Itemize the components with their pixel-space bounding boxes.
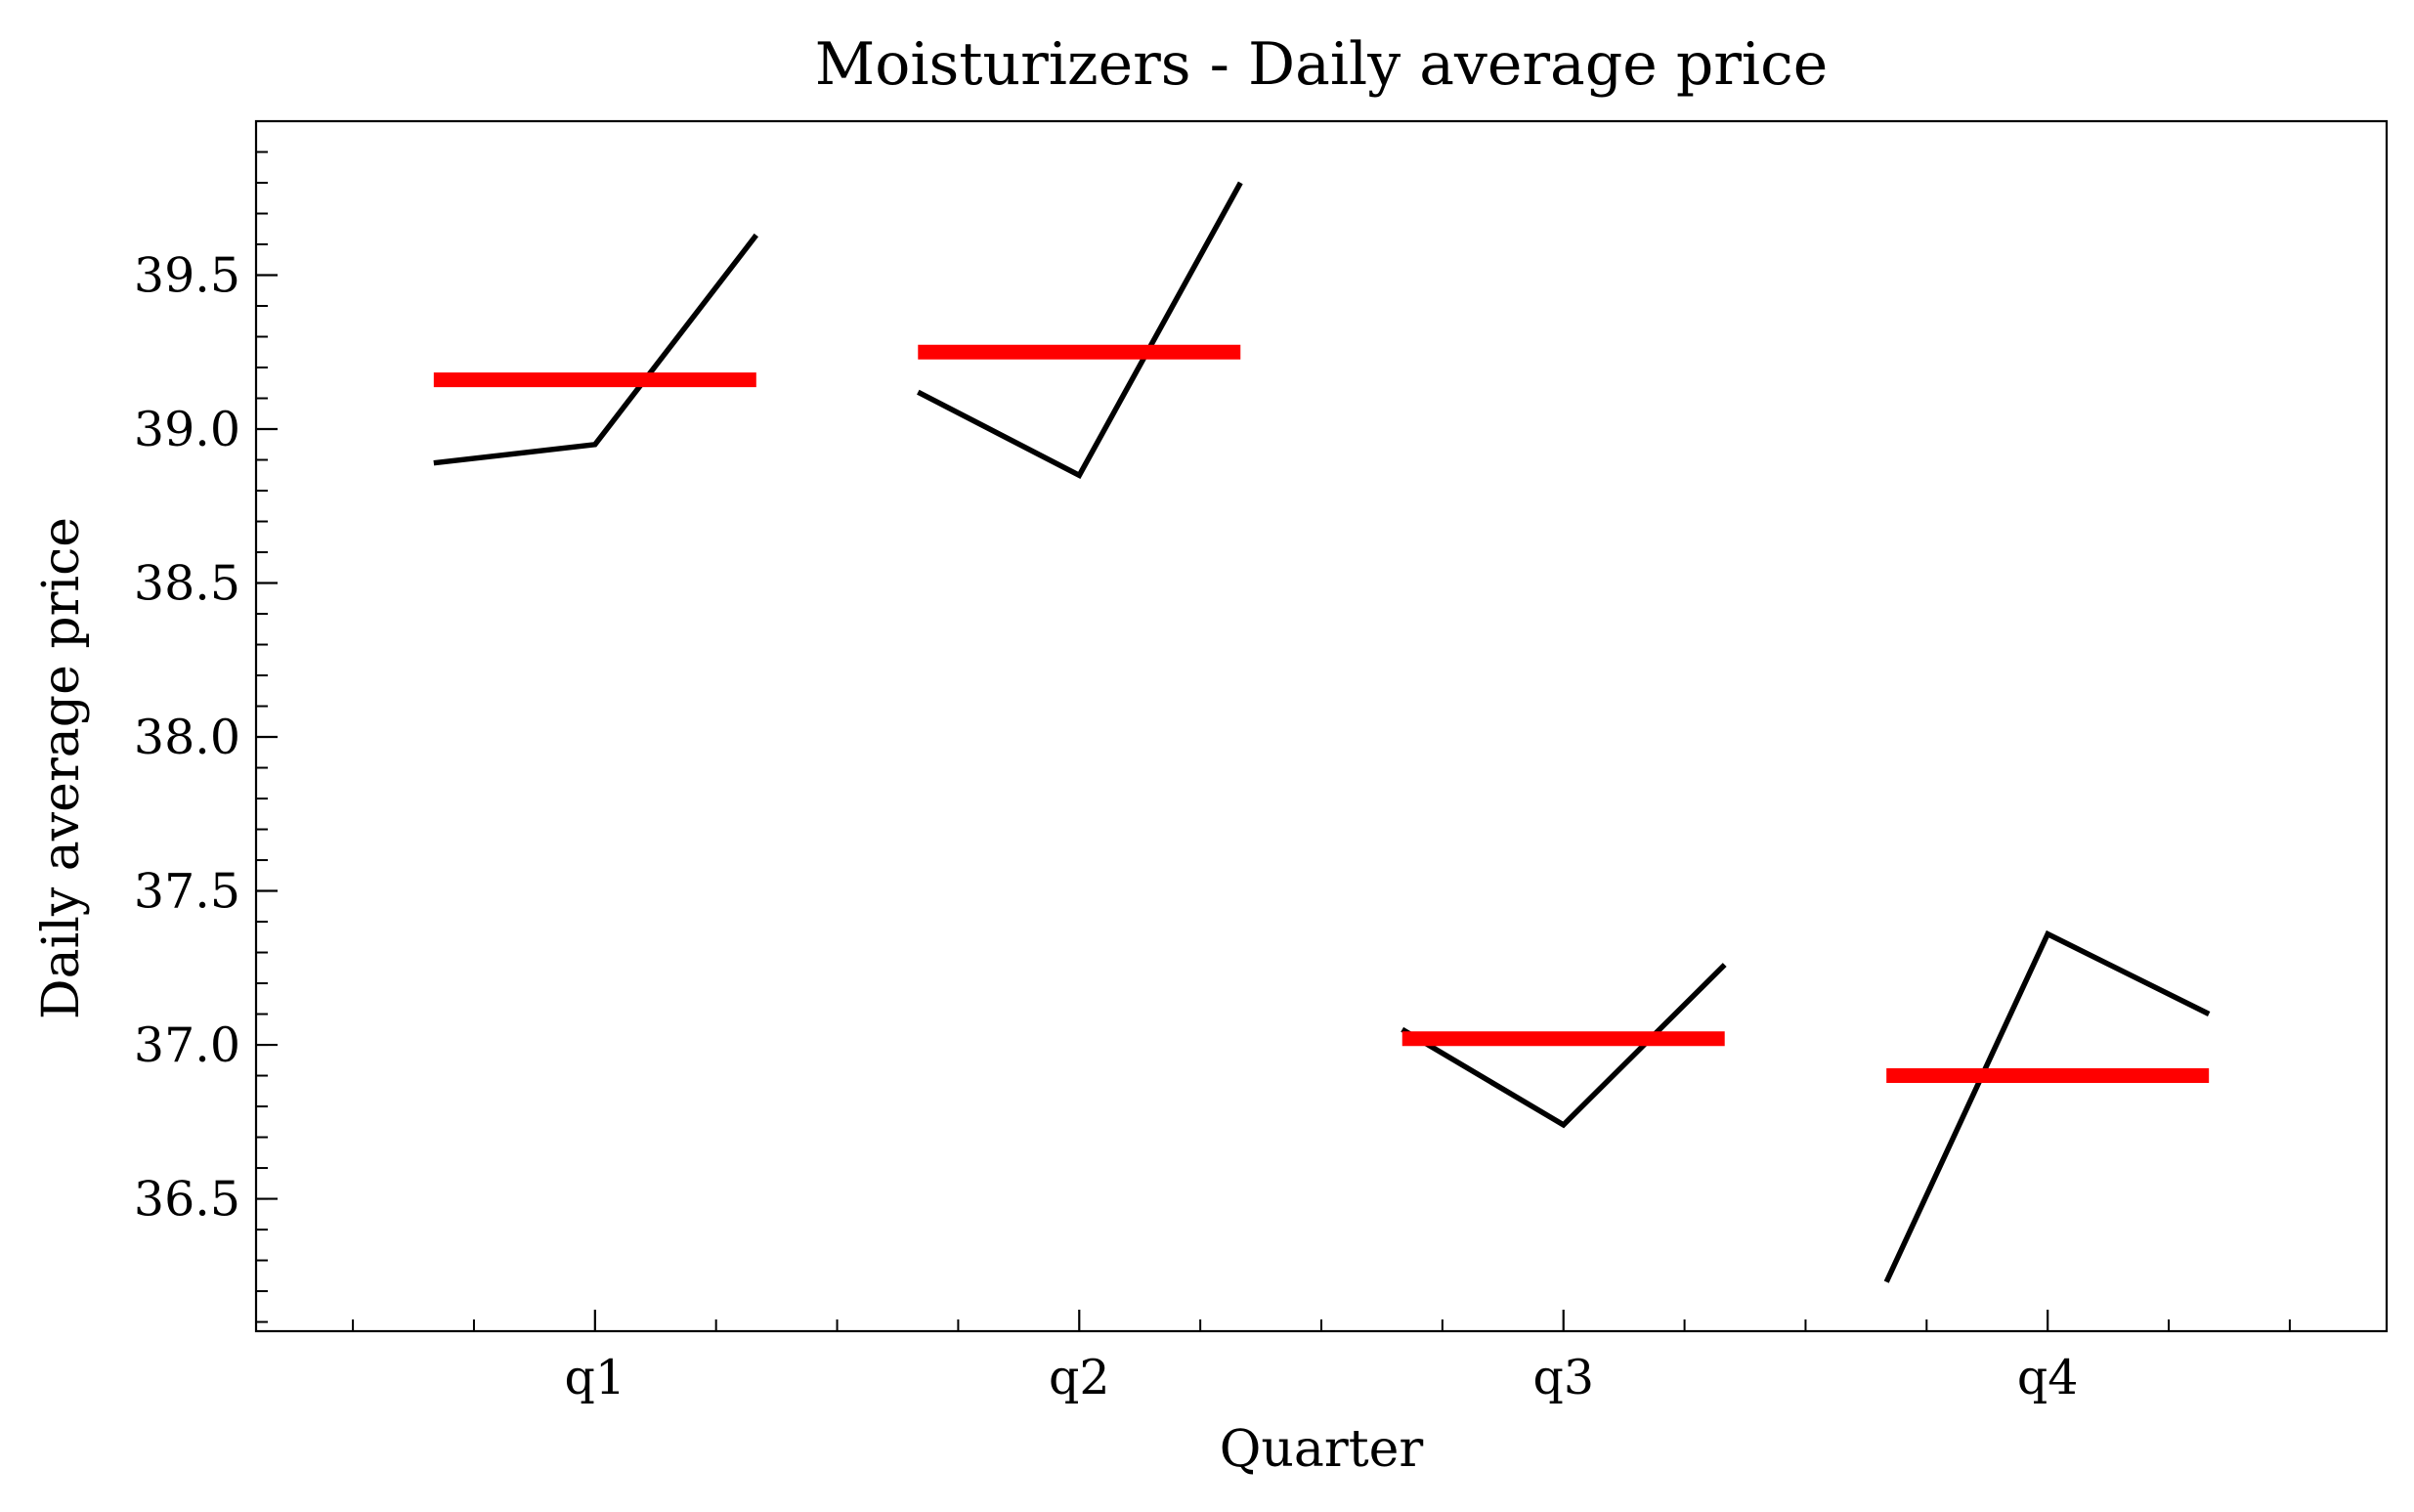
x-tick-label: q4 bbox=[2017, 1350, 2079, 1405]
price-line-q2 bbox=[917, 181, 1243, 479]
y-tick-label: 38.0 bbox=[134, 710, 240, 765]
y-tick-label: 37.5 bbox=[134, 864, 240, 920]
y-tick-label: 39.5 bbox=[134, 248, 240, 304]
price-line-q3 bbox=[1401, 963, 1727, 1129]
y-axis-label: Daily average price bbox=[32, 517, 91, 1019]
x-tick-label: q3 bbox=[1532, 1350, 1594, 1405]
x-tick-label: q1 bbox=[565, 1350, 626, 1405]
y-tick-label: 37.0 bbox=[134, 1017, 240, 1073]
price-line-q1 bbox=[433, 233, 758, 466]
x-tick-label: q2 bbox=[1049, 1350, 1110, 1405]
y-tick-label: 36.5 bbox=[134, 1172, 240, 1228]
chart-title: Moisturizers - Daily average price bbox=[815, 30, 1828, 99]
price-line-q4 bbox=[1883, 929, 2211, 1283]
x-axis-label: Quarter bbox=[1220, 1420, 1424, 1479]
plot-area: 36.5 37.0 37.5 38.0 38.5 39.0 39.5 q1 q2 q3 q4 bbox=[134, 119, 2389, 1405]
plot-frame bbox=[254, 119, 2389, 1333]
y-tick-label: 38.5 bbox=[134, 556, 240, 612]
y-tick-label: 39.0 bbox=[134, 402, 240, 457]
